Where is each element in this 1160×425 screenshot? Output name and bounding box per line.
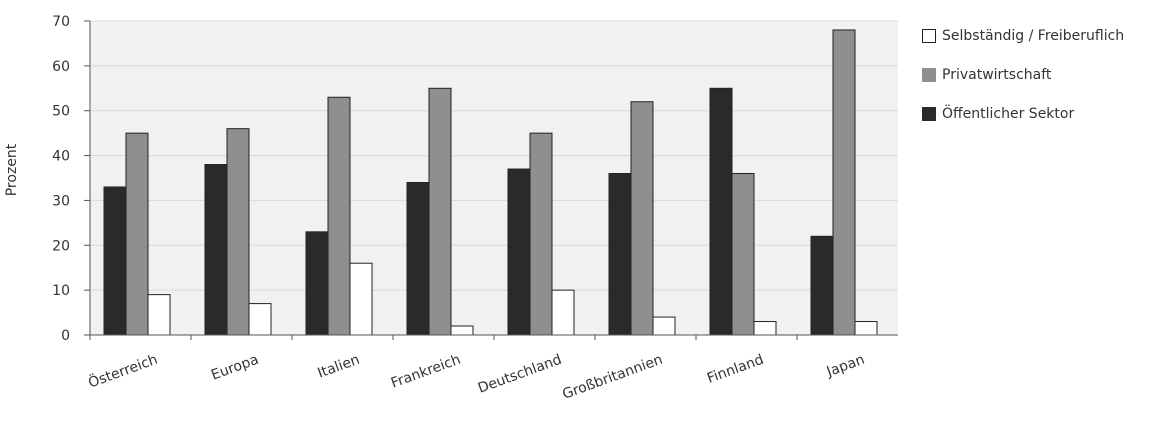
y-tick-label: 70 <box>52 14 70 30</box>
bar-oeffentlich <box>406 181 430 336</box>
y-tick-label: 60 <box>52 59 70 75</box>
legend: Selbständig / Freiberuflich Privatwirtsch… <box>922 26 1124 143</box>
legend-swatch <box>922 29 936 43</box>
x-tick-label: Japan <box>824 352 867 381</box>
bar-oeffentlich <box>204 164 228 336</box>
x-tick-label: Österreich <box>86 350 160 392</box>
y-axis-ticks: 0 10 20 30 40 50 60 70 <box>52 14 90 344</box>
bar-oeffentlich <box>709 87 733 336</box>
bar-selbstaendig <box>652 316 676 336</box>
bar-selbstaendig <box>248 303 272 336</box>
y-tick-label: 0 <box>61 328 70 344</box>
bar-selbstaendig <box>551 289 575 336</box>
y-tick-label: 40 <box>52 149 70 165</box>
x-tick-label: Finnland <box>705 352 766 387</box>
bar-selbstaendig <box>450 325 474 336</box>
legend-label: Selbständig / Freiberuflich <box>942 28 1125 44</box>
bar-oeffentlich <box>507 168 531 336</box>
bar-oeffentlich <box>608 173 632 336</box>
x-tick-label: Frankreich <box>389 352 463 392</box>
bar-privat <box>731 173 755 336</box>
x-tick-label: Großbritannien <box>560 352 665 403</box>
bar-oeffentlich <box>103 186 127 336</box>
bar-privat <box>630 101 654 336</box>
y-tick-label: 30 <box>52 193 70 209</box>
legend-swatch <box>922 68 936 82</box>
bar-oeffentlich <box>305 231 329 336</box>
bar-selbstaendig <box>753 321 777 336</box>
bar-privat <box>327 96 351 336</box>
y-tick-label: 10 <box>52 283 70 299</box>
x-tick-label: Italien <box>316 352 362 382</box>
legend-label: Privatwirtschaft <box>942 67 1052 83</box>
bar-privat <box>529 132 553 336</box>
bar-oeffentlich <box>810 235 834 336</box>
bar-selbstaendig <box>147 294 171 336</box>
legend-item: Öffentlicher Sektor <box>922 104 1124 124</box>
legend-item: Privatwirtschaft <box>922 65 1124 85</box>
y-tick-label: 20 <box>52 238 70 254</box>
bar-privat <box>428 87 452 336</box>
bar-privat <box>832 29 856 336</box>
legend-item: Selbständig / Freiberuflich <box>922 26 1124 46</box>
x-axis-ticks: Österreich Europa Italien Frankreich Deutsch… <box>86 335 867 403</box>
legend-label: Öffentlicher Sektor <box>942 106 1075 122</box>
y-tick-label: 50 <box>52 104 70 120</box>
bar-selbstaendig <box>854 321 878 336</box>
bars <box>103 29 878 336</box>
y-axis-label: Prozent <box>4 143 20 196</box>
x-tick-label: Deutschland <box>476 352 564 397</box>
x-tick-label: Europa <box>209 352 261 384</box>
bar-selbstaendig <box>349 262 373 336</box>
legend-swatch <box>922 107 936 121</box>
bar-privat <box>226 128 250 336</box>
bar-privat <box>125 132 149 336</box>
